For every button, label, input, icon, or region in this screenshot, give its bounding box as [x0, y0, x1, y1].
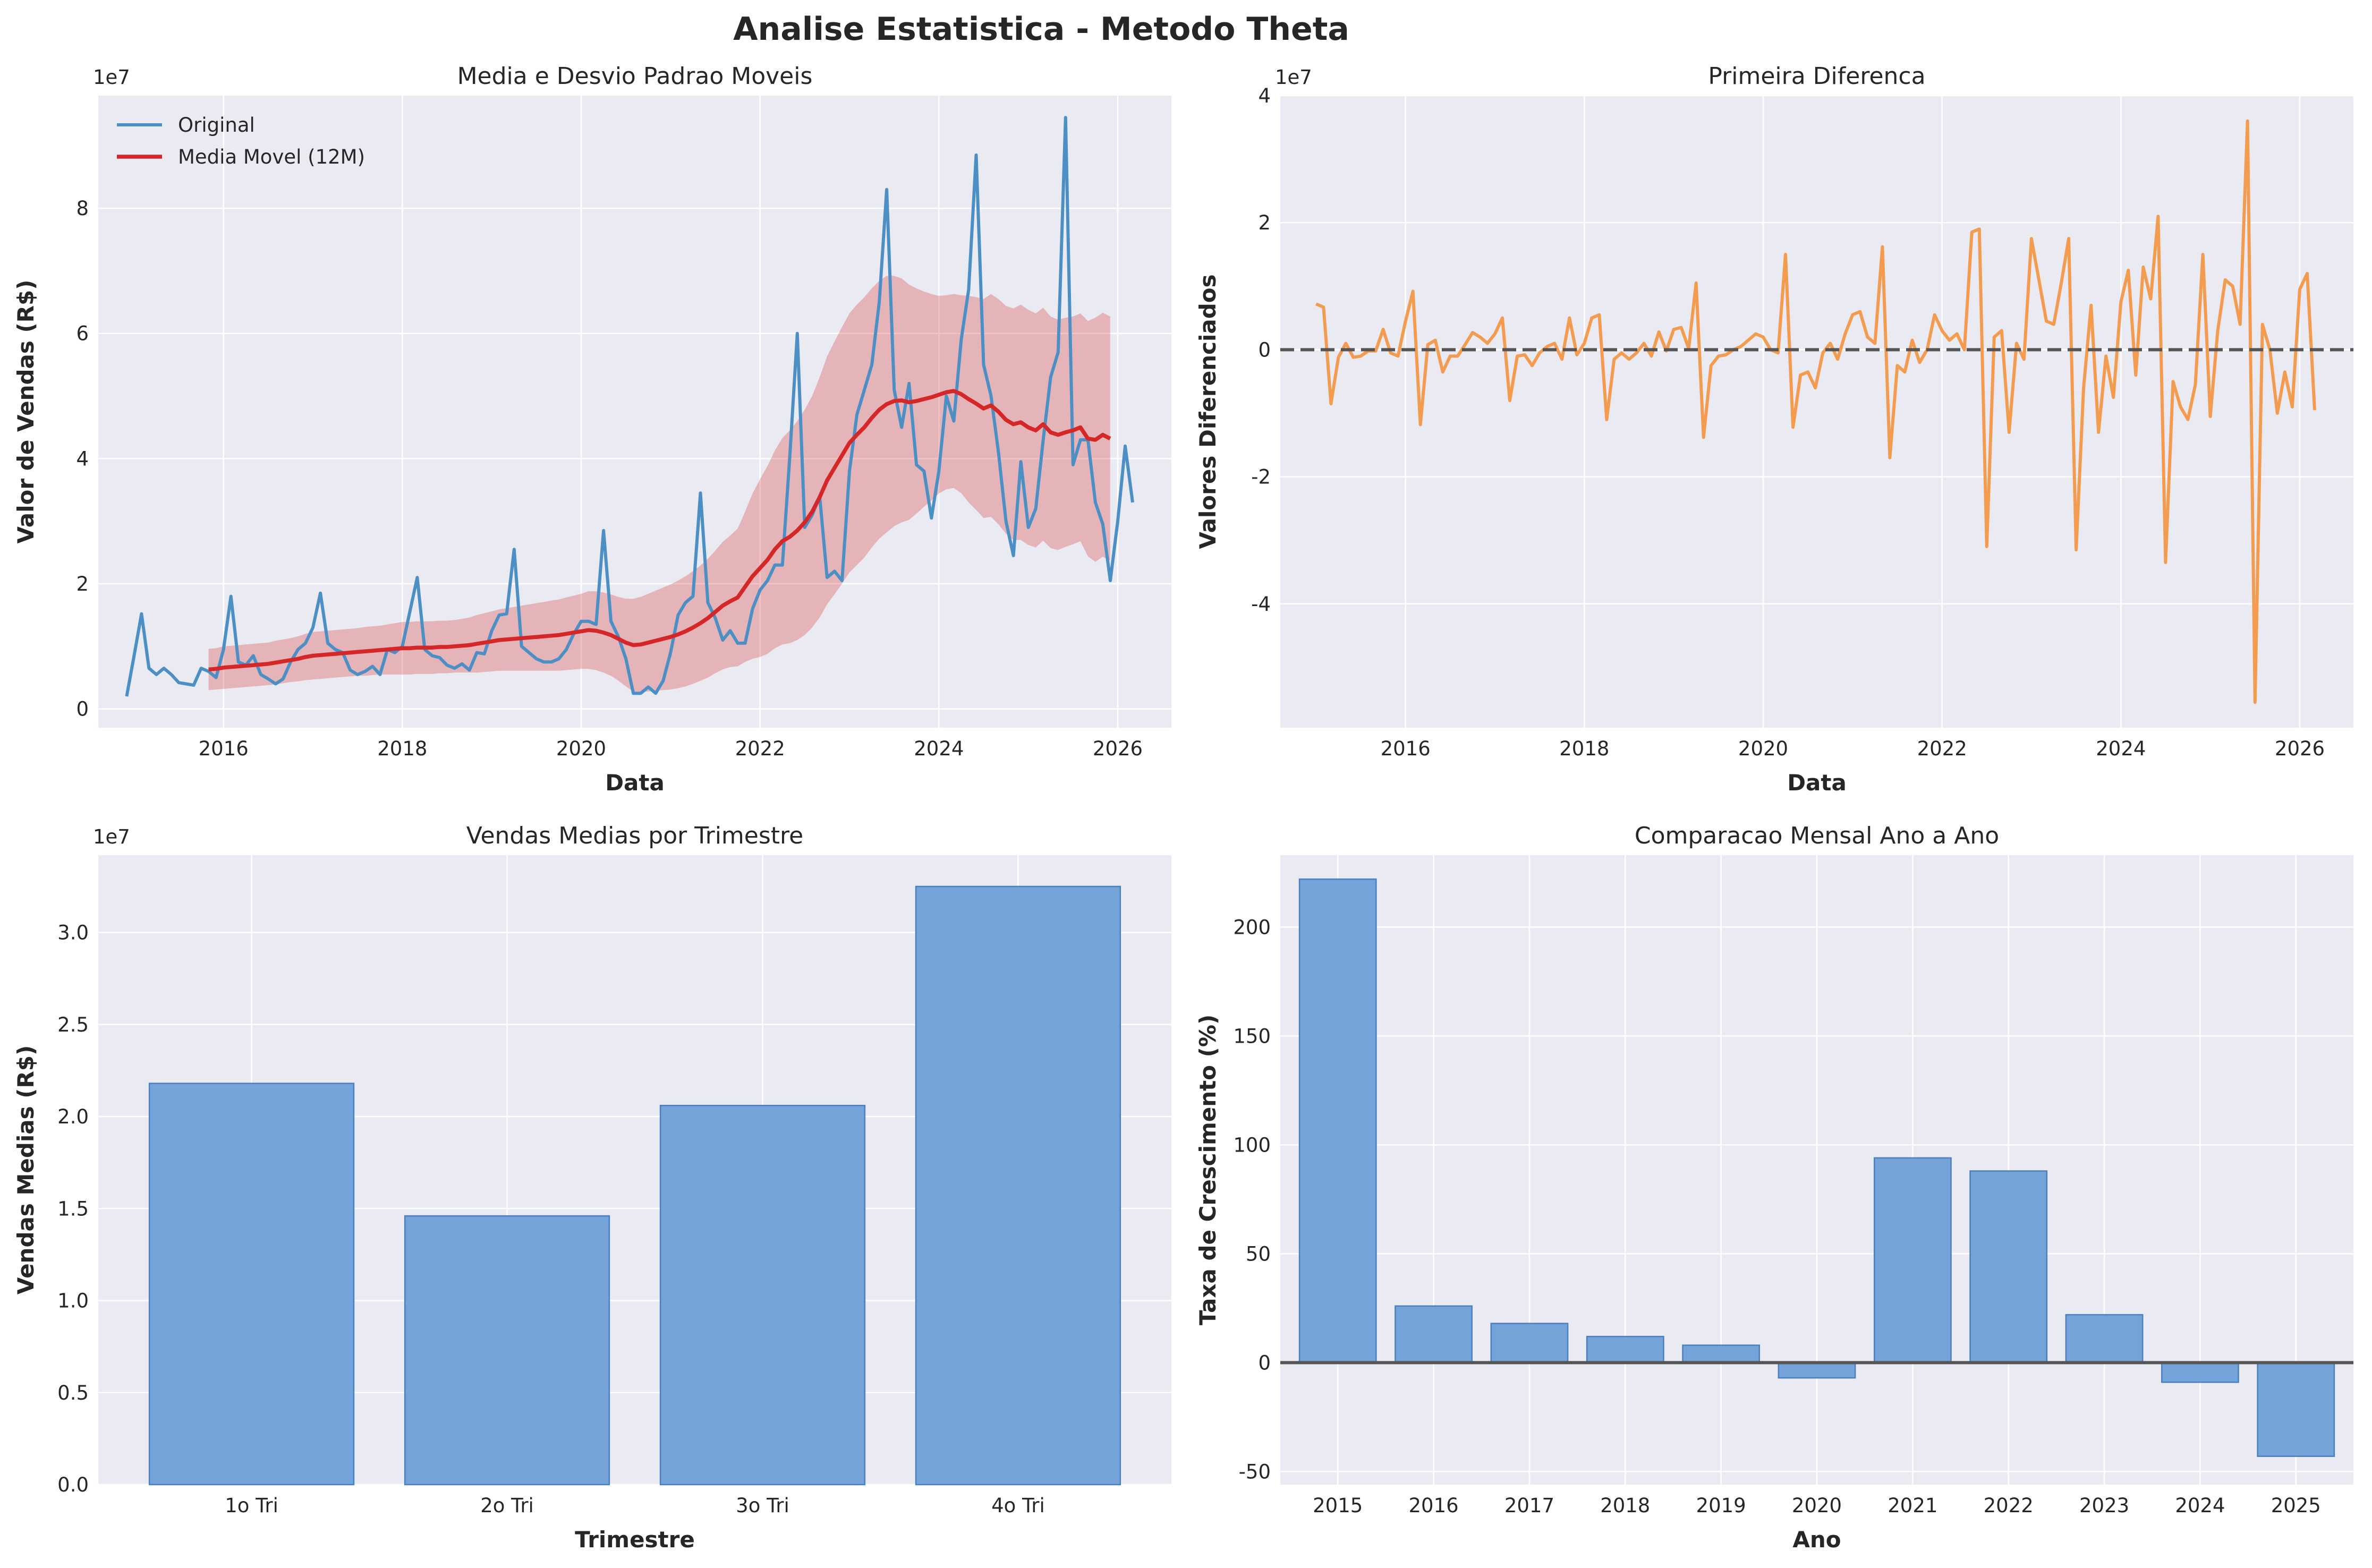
y-tick-label-yoy: 0: [1258, 1351, 1271, 1374]
x-tick-label-yoy: 2019: [1696, 1494, 1746, 1517]
y-tick-label-diff: -2: [1251, 466, 1271, 489]
x-tick-label-rolling: 2018: [377, 737, 427, 760]
x-tick-label-yoy: 2016: [1408, 1494, 1458, 1517]
series-line-moving-average: [208, 389, 1111, 672]
y-offset-label-diff: 1e7: [1275, 66, 1312, 89]
bar-quarter: [404, 1215, 610, 1486]
bar-yoy: [1873, 1157, 1952, 1364]
y-tick-label-yoy: 150: [1233, 1025, 1271, 1047]
x-tick-label-yoy: 2018: [1600, 1494, 1650, 1517]
y-tick-label-quarter: 2.0: [57, 1105, 89, 1128]
legend: Original Media Movel (12M): [117, 114, 365, 168]
figure-title: Analise Estatistica - Metodo Theta: [733, 11, 1349, 48]
y-tick-label-rolling: 8: [76, 197, 89, 220]
x-tick-label-yoy: 2023: [2079, 1494, 2129, 1517]
y-axis-label-quarter: Vendas Medias (R$): [13, 1045, 39, 1294]
bar-quarter: [915, 885, 1121, 1486]
y-tick-label-yoy: 50: [1246, 1242, 1271, 1265]
x-tick-label-rolling: 2016: [199, 737, 249, 760]
x-axis-label-diff: Data: [1787, 770, 1847, 796]
series-line-original: [125, 116, 1134, 697]
x-axis-label-rolling: Data: [605, 770, 665, 796]
y-tick-label-rolling: 4: [76, 447, 89, 470]
legend-label-original: Original: [178, 114, 255, 137]
y-tick-label-quarter: 2.5: [57, 1013, 89, 1036]
x-tick-label-quarter: 2o Tri: [480, 1494, 534, 1517]
bar-yoy: [1586, 1335, 1664, 1364]
x-tick-label-rolling: 2020: [556, 737, 606, 760]
panel-title-yoy: Comparacao Mensal Ano a Ano: [1635, 822, 1999, 849]
x-axis-label-yoy: Ano: [1792, 1527, 1841, 1553]
x-tick-label-yoy: 2022: [1984, 1494, 2034, 1517]
y-tick-label-quarter: 0.5: [57, 1382, 89, 1404]
plot-area-diff: [1280, 96, 2353, 728]
y-tick-label-quarter: 3.0: [57, 922, 89, 944]
bar-yoy: [1490, 1323, 1569, 1364]
y-tick-label-rolling: 6: [76, 322, 89, 345]
bar-quarter: [148, 1083, 355, 1486]
x-tick-label-diff: 2016: [1381, 737, 1431, 760]
panel-quarter: Vendas Medias por Trimestre Trimestre Vend…: [13, 822, 1171, 1553]
y-tick-label-quarter: 0.0: [57, 1473, 89, 1496]
bar-yoy: [2257, 1362, 2335, 1457]
x-tick-label-yoy: 2017: [1504, 1494, 1554, 1517]
legend-label-moving-average: Media Movel (12M): [178, 146, 365, 168]
x-tick-label-quarter: 3o Tri: [736, 1494, 789, 1517]
panel-title-diff: Primeira Diferenca: [1708, 63, 1925, 90]
x-tick-label-quarter: 1o Tri: [225, 1494, 278, 1517]
x-axis-label-quarter: Trimestre: [575, 1527, 695, 1553]
y-tick-label-quarter: 1.0: [57, 1290, 89, 1313]
x-tick-label-yoy: 2015: [1313, 1494, 1363, 1517]
x-tick-label-diff: 2020: [1738, 737, 1788, 760]
y-tick-label-quarter: 1.5: [57, 1197, 89, 1220]
x-tick-label-diff: 2022: [1917, 737, 1967, 760]
y-tick-label-diff: 4: [1258, 84, 1271, 107]
bar-yoy: [2161, 1362, 2239, 1383]
bar-yoy: [1778, 1362, 1856, 1379]
bar-quarter: [659, 1104, 866, 1486]
x-tick-label-rolling: 2026: [1093, 737, 1143, 760]
x-tick-label-yoy: 2025: [2271, 1494, 2321, 1517]
panel-title-quarter: Vendas Medias por Trimestre: [466, 822, 803, 849]
x-tick-label-rolling: 2024: [914, 737, 964, 760]
y-axis-label-rolling: Valor de Vendas (R$): [13, 280, 39, 544]
y-tick-label-diff: -4: [1251, 593, 1271, 616]
panel-yoy: Comparacao Mensal Ano a Ano Ano Taxa de Cr…: [1195, 822, 2353, 1553]
x-tick-label-yoy: 2021: [1888, 1494, 1937, 1517]
y-tick-label-rolling: 0: [76, 698, 89, 721]
y-offset-label-rolling: 1e7: [93, 66, 130, 89]
bar-yoy: [1682, 1344, 1761, 1364]
y-tick-label-diff: 0: [1258, 338, 1271, 361]
x-tick-label-diff: 2024: [2096, 737, 2146, 760]
x-tick-label-quarter: 4o Tri: [991, 1494, 1045, 1517]
y-tick-label-yoy: 200: [1233, 916, 1271, 939]
panel-title-rolling: Media e Desvio Padrao Moveis: [457, 63, 813, 90]
x-tick-label-yoy: 2020: [1792, 1494, 1842, 1517]
y-axis-label-diff: Valores Diferenciados: [1195, 274, 1221, 549]
y-tick-label-diff: 2: [1258, 211, 1271, 234]
y-tick-label-rolling: 2: [76, 573, 89, 595]
std-band: [208, 276, 1110, 692]
bar-yoy: [1969, 1170, 2048, 1364]
x-tick-label-yoy: 2024: [2175, 1494, 2225, 1517]
y-tick-label-yoy: -50: [1239, 1460, 1271, 1483]
bar-yoy: [1395, 1305, 1473, 1364]
y-tick-label-yoy: 100: [1233, 1134, 1271, 1156]
x-tick-label-diff: 2018: [1559, 737, 1609, 760]
panel-diff: Primeira Diferenca Data Valores Diferencia…: [1195, 63, 2353, 796]
y-axis-label-yoy: Taxa de Crescimento (%): [1195, 1015, 1221, 1325]
y-offset-label-quarter: 1e7: [93, 825, 130, 848]
x-tick-label-rolling: 2022: [735, 737, 785, 760]
bar-yoy: [1298, 878, 1377, 1364]
x-tick-label-diff: 2026: [2275, 737, 2325, 760]
panel-rolling: Media e Desvio Padrao Moveis Data Valor de…: [13, 63, 1171, 796]
bar-yoy: [2065, 1314, 2144, 1364]
series-line-diff: [1315, 119, 2316, 704]
